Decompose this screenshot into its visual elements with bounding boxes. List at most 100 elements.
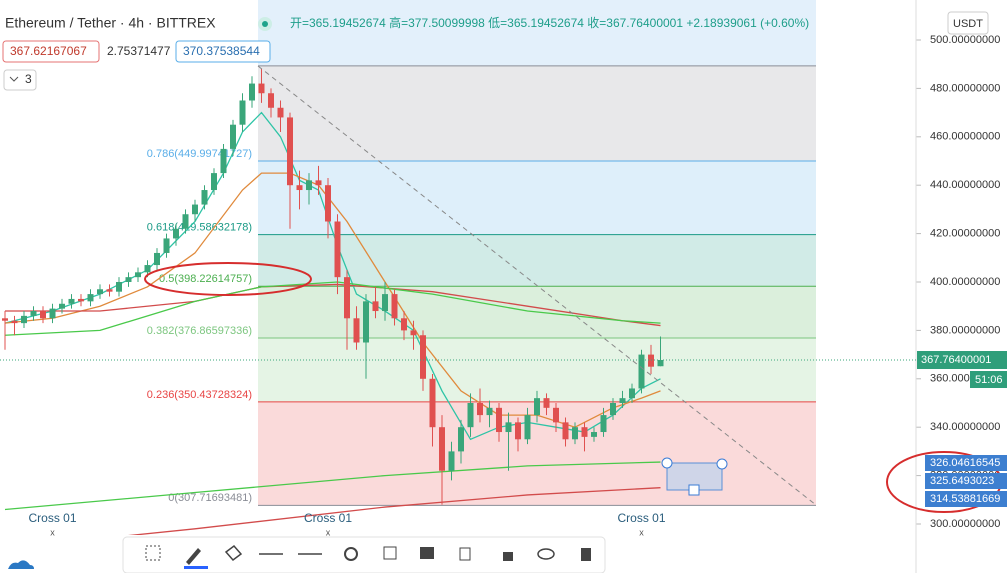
y-tick-label: 340.00000000 bbox=[930, 421, 1000, 433]
lock-tool[interactable] bbox=[503, 552, 513, 561]
candle-body bbox=[619, 398, 626, 403]
candle-body bbox=[420, 335, 426, 379]
cross-sub: x bbox=[50, 527, 55, 537]
candle-body bbox=[477, 402, 483, 416]
cross-label: Cross 01 bbox=[617, 511, 665, 525]
candle-body bbox=[306, 180, 312, 191]
candle-body bbox=[486, 407, 493, 416]
price-tag-label: 326.04616545 bbox=[930, 457, 1000, 469]
candle-body bbox=[239, 100, 246, 125]
candle-body bbox=[68, 298, 75, 304]
candle-body bbox=[334, 221, 341, 278]
candle-body bbox=[268, 93, 274, 108]
price-tag bbox=[925, 455, 1007, 471]
y-tick-label: 500.00000000 bbox=[930, 34, 1000, 46]
ohlc-info: 开=365.19452674 高=377.50099998 低=365.1945… bbox=[290, 15, 809, 30]
candle-body bbox=[448, 451, 455, 471]
y-tick-label: 480.00000000 bbox=[930, 82, 1000, 94]
annotation-ellipse bbox=[144, 262, 312, 296]
candle-body bbox=[458, 427, 464, 452]
indicator-box bbox=[2, 40, 100, 63]
fib-label: 0.618(419.58632178) bbox=[147, 222, 252, 234]
candle-body bbox=[638, 354, 645, 389]
y-tick-label: 400.00000000 bbox=[930, 276, 1000, 288]
handle[interactable] bbox=[716, 458, 728, 470]
cloud-icon bbox=[8, 560, 34, 569]
candle-body bbox=[543, 398, 550, 408]
candle-body bbox=[410, 330, 417, 336]
candle-body bbox=[40, 311, 46, 319]
select-tool[interactable] bbox=[145, 545, 161, 561]
candle-body bbox=[648, 354, 654, 367]
chevron bbox=[9, 76, 19, 82]
candle-body bbox=[21, 315, 27, 324]
alert-tool[interactable] bbox=[383, 546, 397, 560]
candle-body bbox=[524, 415, 531, 440]
delete-tool[interactable] bbox=[581, 548, 591, 561]
candle-body bbox=[2, 318, 8, 321]
candle-body bbox=[182, 214, 189, 229]
candle-body bbox=[534, 398, 540, 416]
candle-body bbox=[163, 238, 170, 253]
candle-body bbox=[325, 185, 331, 222]
collapse-button[interactable] bbox=[3, 69, 37, 91]
candle-body bbox=[211, 173, 217, 191]
last-price-label: 367.76400001 bbox=[921, 354, 991, 366]
indicator-line bbox=[4, 111, 661, 441]
candle-body bbox=[192, 204, 198, 215]
currency: USDT bbox=[953, 18, 983, 30]
candle-body bbox=[30, 311, 37, 316]
candle-body bbox=[230, 124, 236, 149]
fib-zone bbox=[258, 65, 816, 162]
candle-body bbox=[154, 252, 160, 266]
price-tag-label: 325.6493023 bbox=[930, 475, 994, 487]
candle-body bbox=[581, 427, 588, 437]
settings-tool[interactable] bbox=[344, 547, 358, 561]
layer-tool[interactable] bbox=[420, 547, 434, 559]
indicator-value: 370.37538544 bbox=[183, 44, 260, 58]
candle-body bbox=[439, 427, 445, 471]
cross-label: Cross 01 bbox=[28, 511, 76, 525]
indicator-line bbox=[4, 461, 661, 511]
visibility-tool[interactable] bbox=[537, 548, 555, 560]
candle-body bbox=[391, 294, 398, 319]
candle-body bbox=[610, 402, 616, 416]
fib-zone bbox=[258, 234, 816, 287]
candle-body bbox=[353, 318, 360, 343]
fill-tool[interactable] bbox=[224, 544, 243, 562]
collapse-count: 3 bbox=[25, 72, 32, 86]
candle-body bbox=[125, 277, 132, 282]
candle-body bbox=[553, 407, 559, 423]
trend-line bbox=[257, 65, 817, 506]
candle-body bbox=[59, 303, 65, 309]
candle-body bbox=[11, 320, 18, 324]
candle-body bbox=[562, 422, 569, 440]
price-tag-label: 314.53881669 bbox=[930, 493, 1000, 505]
y-tick-label: 420.00000000 bbox=[930, 228, 1000, 240]
candle-body bbox=[116, 281, 122, 292]
candle-body bbox=[429, 378, 436, 428]
brush-tool[interactable] bbox=[186, 548, 201, 565]
fib-zone bbox=[258, 161, 816, 235]
candle-body bbox=[657, 360, 664, 367]
candle-body bbox=[49, 308, 56, 319]
handle[interactable] bbox=[661, 457, 673, 469]
candle-body bbox=[629, 388, 635, 399]
candle-body bbox=[344, 277, 350, 319]
clone-tool[interactable] bbox=[459, 547, 471, 561]
indicator-value: 2.75371477 bbox=[107, 44, 171, 58]
candle-body bbox=[277, 107, 284, 118]
candle-body bbox=[515, 422, 521, 440]
candle-body bbox=[600, 415, 607, 433]
y-tick-label: 380.00000000 bbox=[930, 324, 1000, 336]
handle[interactable] bbox=[688, 484, 700, 496]
price-tag bbox=[925, 491, 1007, 507]
countdown: 51:06 bbox=[975, 374, 1003, 386]
candle-body bbox=[296, 185, 303, 191]
currency-box[interactable] bbox=[947, 11, 989, 35]
indicator-line bbox=[128, 487, 661, 535]
fib-top-zone bbox=[258, 0, 816, 66]
indicator-box bbox=[175, 40, 271, 63]
candle-body bbox=[315, 180, 322, 186]
